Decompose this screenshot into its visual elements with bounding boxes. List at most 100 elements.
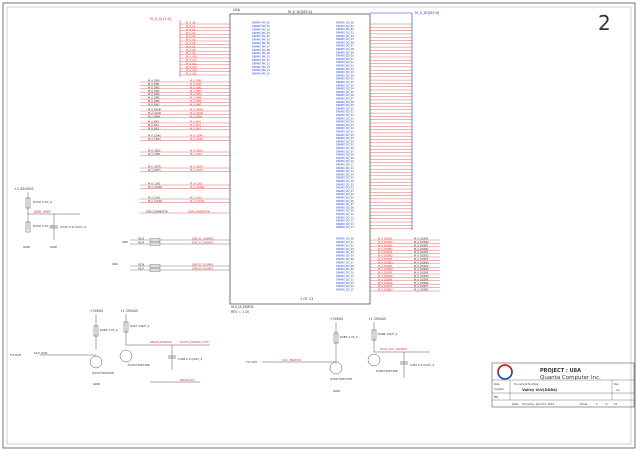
- ic-dqs-pin-label: DRAM0_DQ_06: [336, 258, 354, 261]
- ic-right-pin-label: DRAM0_DQ_14: [336, 68, 354, 71]
- left-signal-net: M_A_CLK1#: [190, 200, 204, 203]
- left-signal-net: M_A_DM5: [190, 97, 202, 100]
- left-signal-tag: M_A_ODT1: [148, 169, 161, 172]
- mid-net-label: DDR_SC_ODSMR0: [192, 237, 214, 240]
- left-address-net: M_A_A7: [186, 45, 196, 48]
- left-signal-net: M_A_DM2: [190, 86, 202, 89]
- resistor-r229: [25, 197, 31, 209]
- gnd-label-4: GND: [333, 389, 341, 393]
- dqs-net-left: M_A_DQSN6: [378, 282, 393, 285]
- left-signal-net: M_A_DM6: [190, 100, 202, 103]
- mid-net-label: DDR_SC_VCOMP0: [192, 263, 214, 266]
- left-address-net: M_A_A6: [186, 42, 196, 45]
- left-address-net: M_A_A4: [186, 35, 196, 38]
- bl-power1: +3VSUS: [90, 309, 103, 313]
- ic-rev-label: REV = 1.10: [231, 310, 249, 314]
- ic-right-pin-label: DRAM0_DQ_14: [336, 173, 354, 176]
- ic-right-pin-label: DRAM0_DQ_07: [336, 98, 354, 101]
- ic-right-pin-label: DRAM0_DQ_13: [336, 223, 354, 226]
- left-signal-tag: M_A_DM6: [148, 100, 160, 103]
- ic-dqs-pin-label: DRAM0_DQ_09: [336, 268, 354, 271]
- dqs-net-left: M_A_DQSN4: [378, 268, 393, 271]
- dqs-net-left: M_A_DQSN0: [378, 241, 393, 244]
- ic-dqs-pin-label: DRAM0_DQ_11: [336, 275, 354, 278]
- dqs-net-right: M_A_DQSN1: [414, 248, 429, 251]
- bm-part-c461: C461 0.1U/10V_4: [410, 363, 434, 367]
- ic-dqs-pin-label: DRAM0_DQ_04: [336, 251, 354, 254]
- bl-part-q439: Q439 FDN335N: [92, 371, 114, 375]
- ic-right-pin-label: DRAM0_DQ_03: [336, 32, 354, 35]
- left-net-group: M_A_A0M_A_A1M_A_A2M_A_A3M_A_A4M_A_A5M_A_…: [140, 22, 230, 214]
- dqs-net-right: M_A_DQSN7: [414, 289, 429, 292]
- ic-right-pin-label: DRAM0_DQ_13: [336, 117, 354, 120]
- ic-right-pin-label: DRAM0_DQ_00: [336, 180, 354, 183]
- bm-part-r286: R286 10K/F_4: [378, 332, 398, 336]
- bm-power2: +1.35VSUS: [368, 317, 386, 321]
- ic-dqs-pin-label: DRAM0_DQ_15: [336, 289, 354, 292]
- left-signal-tag: M_A_DM7: [148, 103, 160, 106]
- left-signal-net: M_A_DM4: [190, 93, 202, 96]
- ic-right-pin-label: DRAM0_DQ_08: [336, 154, 354, 157]
- mosfet-q439: [89, 355, 103, 369]
- page-number-badge: 2: [598, 11, 611, 35]
- left-signal-net: M_A_CLK0#: [190, 186, 204, 189]
- ic-right-pin-label: DRAM0_DQ_07: [336, 203, 354, 206]
- dqs-net-left: M_A_DQSP5: [378, 272, 393, 275]
- ic-right-pin-label: DRAM0_DQ_02: [336, 81, 354, 84]
- ic-right-pin-label: DRAM0_DQ_01: [336, 78, 354, 81]
- ic-left-pin-label: DRAM0_MA_07: [252, 45, 270, 48]
- ic-right-pin-label: DRAM0_DQ_09: [336, 104, 354, 107]
- left-signal-net: M_A_ODT1: [190, 169, 203, 172]
- mid-resistor-ref: R236: [138, 263, 145, 266]
- gnd-label-mid2: GND: [112, 262, 118, 266]
- bm-power1: +3VSUS: [330, 317, 343, 321]
- resistor-body: [149, 242, 161, 246]
- dqs-net-left: M_A_DQSN2: [378, 255, 393, 258]
- ic-right-pin-label: DRAM0_DQ_02: [336, 28, 354, 31]
- bl-pg: DRAM_PG: [180, 378, 195, 382]
- title-block: PROJECT : U8A Quanta Computer Inc. Size …: [491, 362, 635, 408]
- ic-right-pin-label: DRAM0_DQ_01: [336, 183, 354, 186]
- ic-right-pin-label: DRAM0_DQ_02: [336, 187, 354, 190]
- dqs-net-right: M_A_DQSP0: [414, 238, 429, 241]
- bus-label-left: M_A_A[15:0]: [150, 17, 172, 21]
- bl-part-c466: C466 0.1U/10V_4: [178, 357, 202, 361]
- left-signal-tag: M_A_DM3: [148, 90, 160, 93]
- ic-right-pin-label: DRAM0_DQ_05: [336, 144, 354, 147]
- bm-net2: DDR_VCC_PWROK: [380, 347, 408, 351]
- gnd-label-1: GND: [23, 245, 31, 249]
- mosfet-q286: [329, 361, 343, 375]
- company-name: Quanta Computer Inc.: [540, 375, 601, 381]
- dqs-net-left: M_A_DQSN1: [378, 248, 393, 251]
- ic-left-pin-label: DRAM0_MA_15: [252, 73, 270, 76]
- bl-net2: DRAM_PWROK: [150, 340, 173, 344]
- left-signal-tag: M_A_CLK0#: [148, 186, 162, 189]
- ic-left-pin-label: DRAM0_MA_11: [252, 59, 270, 62]
- ic-right-pin-label: DRAM0_DQ_15: [336, 177, 354, 180]
- left-signal-tag: M_A_CKE1: [148, 153, 161, 156]
- mosfet-q289: [367, 353, 381, 367]
- left-signal-tag: M_A_WE#: [148, 115, 160, 118]
- ic-right-pin-label: DRAM0_DQ_13: [336, 170, 354, 173]
- ic-left-pin-label: DRAM0_MA_02: [252, 28, 270, 31]
- dqs-net-left: M_A_DQSP3: [378, 258, 393, 261]
- left-signal-tag: M_A_CS#0: [148, 135, 161, 138]
- ic-right-pin-label: DRAM0_DQ_06: [336, 41, 354, 44]
- ic-right-pin-label: DRAM0_DQ_14: [336, 226, 354, 229]
- left-signal-net: M_A_CAS#: [190, 112, 203, 115]
- of-label: of: [605, 402, 608, 406]
- ic-right-pin-label: DRAM0_DQ_08: [336, 206, 354, 209]
- size-value: Custom: [494, 387, 504, 391]
- ic-u5a-body: [229, 13, 371, 305]
- dqs-net-right: M_A_DQSN0: [414, 241, 429, 244]
- ic-left-pin-label: DRAM0_MA_10: [252, 56, 270, 59]
- ic-right-pin-label: DRAM0_DQ_05: [336, 91, 354, 94]
- left-signal-tag: M_A_ODT0: [148, 166, 161, 169]
- sheet-inner-border: [6, 6, 632, 445]
- ic-right-pin-label: DRAM0_DQ_10: [336, 55, 354, 58]
- left-address-net: M_A_A15: [186, 73, 197, 76]
